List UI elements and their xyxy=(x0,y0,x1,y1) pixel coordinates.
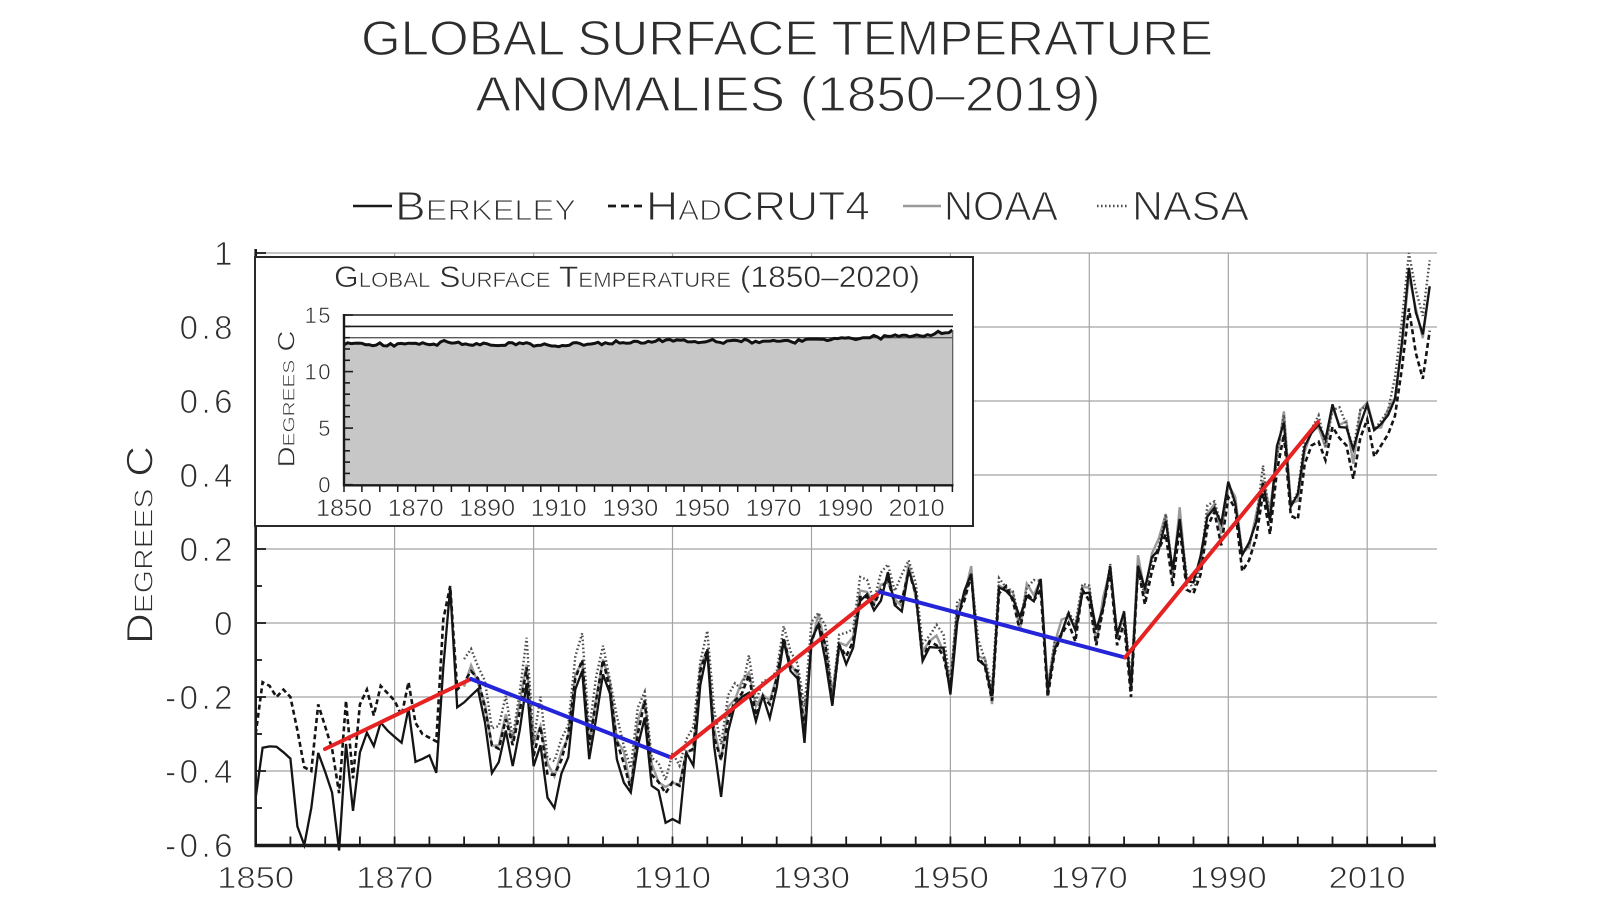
svg-text:15: 15 xyxy=(305,303,332,328)
svg-text:GLOBAL SURFACE TEMPERATURE: GLOBAL SURFACE TEMPERATURE xyxy=(361,12,1213,66)
svg-text:1: 1 xyxy=(214,235,236,272)
svg-text:Degrees C: Degrees C xyxy=(274,331,301,468)
svg-text:Degrees C: Degrees C xyxy=(120,446,161,644)
svg-text:HadCRUT4: HadCRUT4 xyxy=(646,183,870,229)
svg-text:1950: 1950 xyxy=(674,495,730,522)
svg-text:1970: 1970 xyxy=(746,495,802,522)
svg-text:-0.6: -0.6 xyxy=(165,827,236,864)
svg-text:0: 0 xyxy=(318,473,332,498)
svg-text:0.8: 0.8 xyxy=(180,309,236,346)
svg-text:1850: 1850 xyxy=(217,860,294,895)
svg-text:Berkeley: Berkeley xyxy=(395,183,576,229)
svg-text:1870: 1870 xyxy=(388,495,444,522)
svg-text:0.4: 0.4 xyxy=(180,457,236,494)
svg-text:1990: 1990 xyxy=(1190,860,1267,895)
svg-text:0.6: 0.6 xyxy=(180,383,236,420)
svg-text:10: 10 xyxy=(305,360,332,385)
svg-text:1930: 1930 xyxy=(602,495,658,522)
svg-text:1910: 1910 xyxy=(531,495,587,522)
svg-text:ANOMALIES (1850–2019): ANOMALIES (1850–2019) xyxy=(476,68,1101,122)
svg-text:1890: 1890 xyxy=(459,495,515,522)
svg-text:-0.2: -0.2 xyxy=(165,679,236,716)
svg-text:2010: 2010 xyxy=(1329,860,1406,895)
svg-text:Global Surface Temperature (18: Global Surface Temperature (1850–2020) xyxy=(334,261,920,294)
svg-text:1890: 1890 xyxy=(495,860,572,895)
svg-text:1950: 1950 xyxy=(912,860,989,895)
svg-text:1930: 1930 xyxy=(773,860,850,895)
svg-text:5: 5 xyxy=(318,416,332,441)
svg-text:1870: 1870 xyxy=(356,860,433,895)
svg-text:-0.4: -0.4 xyxy=(165,753,236,790)
svg-text:NOAA: NOAA xyxy=(944,183,1059,229)
svg-text:1850: 1850 xyxy=(316,495,372,522)
svg-text:0.2: 0.2 xyxy=(180,531,236,568)
svg-text:2010: 2010 xyxy=(889,495,945,522)
svg-text:1970: 1970 xyxy=(1051,860,1128,895)
svg-text:1910: 1910 xyxy=(634,860,711,895)
svg-text:NASA: NASA xyxy=(1132,183,1250,229)
svg-text:1990: 1990 xyxy=(817,495,873,522)
svg-text:0: 0 xyxy=(214,605,236,642)
